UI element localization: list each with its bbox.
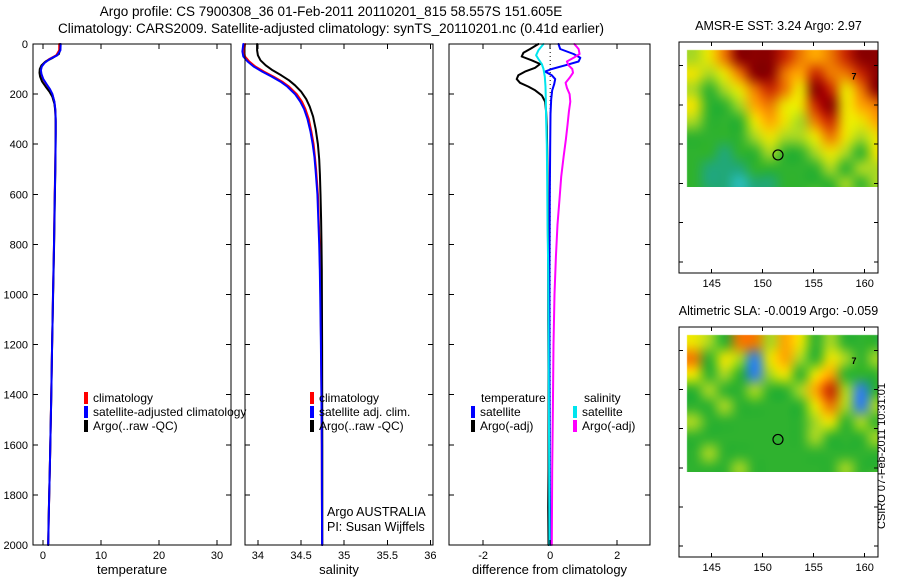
float-track-mark: 7: [851, 71, 856, 81]
x-axis-label: difference from climatology: [472, 562, 628, 577]
svg-text:150: 150: [754, 278, 772, 290]
series-climatology: [243, 43, 324, 546]
float-track-mark: 7: [851, 356, 856, 366]
svg-text:145: 145: [702, 278, 720, 290]
legend-label: Argo(-adj): [582, 419, 635, 433]
legend-swatch: [310, 406, 314, 418]
amsr-sst-map: 145 150 155 160 AMSR-E SST: 3.24 Argo: 2.97 7: [678, 19, 879, 290]
legend-swatch: [471, 420, 475, 432]
legend-label: Argo(..raw -QC): [319, 419, 404, 433]
legend-label: climatology: [93, 391, 153, 405]
annotation: PI: Susan Wijffels: [327, 520, 425, 534]
legend-label: Argo(-adj): [480, 419, 533, 433]
svg-text:800: 800: [10, 239, 28, 251]
svg-text:34.5: 34.5: [290, 550, 311, 562]
svg-text:1400: 1400: [4, 390, 28, 402]
svg-text:30: 30: [211, 550, 223, 562]
svg-text:160: 160: [856, 278, 874, 290]
series-temperature-satellite: [544, 43, 582, 546]
altimetric-sla-map: 145 150 155 160 Altimetric SLA: -0.0019 Argo…: [678, 304, 888, 574]
map-title: AMSR-E SST: 3.24 Argo: 2.97: [695, 19, 862, 33]
svg-text:160: 160: [856, 562, 874, 574]
legend-swatch: [310, 392, 314, 404]
altimetric-sla-map-raster: [679, 327, 878, 472]
legend-label: satellite: [480, 405, 521, 419]
legend-header: temperature: [481, 391, 546, 405]
svg-text:10: 10: [95, 550, 107, 562]
svg-text:600: 600: [10, 189, 28, 201]
svg-text:0: 0: [40, 550, 46, 562]
temperature-profile-panel: 0 10 20 30 0 200 400 600 800 1000 1200 1400 1600 1800…: [4, 39, 247, 577]
page-title: Argo profile: CS 7900308_36 01-Feb-2011 …: [99, 4, 563, 19]
svg-text:35: 35: [338, 550, 350, 562]
legend-header: salinity: [584, 391, 621, 405]
svg-text:0: 0: [22, 39, 28, 51]
legend-swatch: [84, 406, 88, 418]
credit-text: CSIRO 07-Feb-2011 10:31:01: [876, 383, 888, 529]
figure-title-block: Argo profile: CS 7900308_36 01-Feb-2011 …: [0, 3, 662, 37]
legend-swatch: [573, 406, 577, 418]
legend-swatch: [84, 392, 88, 404]
svg-text:1600: 1600: [4, 440, 28, 452]
map-title: Altimetric SLA: -0.0019 Argo: -0.059: [679, 304, 878, 318]
svg-text:400: 400: [10, 139, 28, 151]
argo-float-position-marker: [772, 149, 784, 161]
legend-label: satellite adj. clim.: [319, 405, 410, 419]
legend-swatch: [573, 420, 577, 432]
svg-text:1000: 1000: [4, 290, 28, 302]
svg-text:1200: 1200: [4, 340, 28, 352]
legend-label: Argo(..raw -QC): [93, 419, 178, 433]
amsr-sst-map-raster: [679, 42, 878, 187]
svg-text:2: 2: [614, 550, 620, 562]
legend-swatch: [471, 406, 475, 418]
svg-text:2000: 2000: [4, 540, 28, 552]
svg-text:36: 36: [424, 550, 436, 562]
legend-swatch: [310, 420, 314, 432]
page-subtitle: Climatology: CARS2009. Satellite-adjuste…: [57, 21, 605, 36]
salinity-profile-panel: 34 34.5 35 35.5 36 salinity climatologysatelli…: [241, 43, 437, 577]
svg-text:145: 145: [702, 562, 720, 574]
svg-text:200: 200: [10, 89, 28, 101]
svg-text:-2: -2: [478, 550, 488, 562]
series-temperature-argo-adj: [515, 43, 550, 546]
svg-text:155: 155: [805, 278, 823, 290]
x-axis-label: salinity: [319, 562, 359, 577]
annotation: Argo AUSTRALIA: [327, 505, 426, 519]
legend-label: climatology: [319, 391, 379, 405]
svg-text:20: 20: [153, 550, 165, 562]
svg-text:1800: 1800: [4, 490, 28, 502]
legend-swatch: [84, 420, 88, 432]
series-argo-raw: [256, 43, 324, 546]
svg-text:0: 0: [547, 550, 553, 562]
svg-text:155: 155: [805, 562, 823, 574]
argo-float-position-marker: [772, 433, 784, 446]
series-salinity-argo-adj: [550, 43, 581, 546]
series-salinity-satellite: [535, 43, 551, 546]
series-satellite-adjusted: [39, 43, 62, 546]
x-axis-label: temperature: [97, 562, 167, 577]
svg-text:150: 150: [754, 562, 772, 574]
svg-text:35.5: 35.5: [377, 550, 398, 562]
legend-label: satellite-adjusted climatology: [93, 405, 246, 419]
series-satellite-adjusted: [241, 43, 324, 546]
svg-text:34: 34: [252, 550, 264, 562]
legend-label: satellite: [582, 405, 623, 419]
